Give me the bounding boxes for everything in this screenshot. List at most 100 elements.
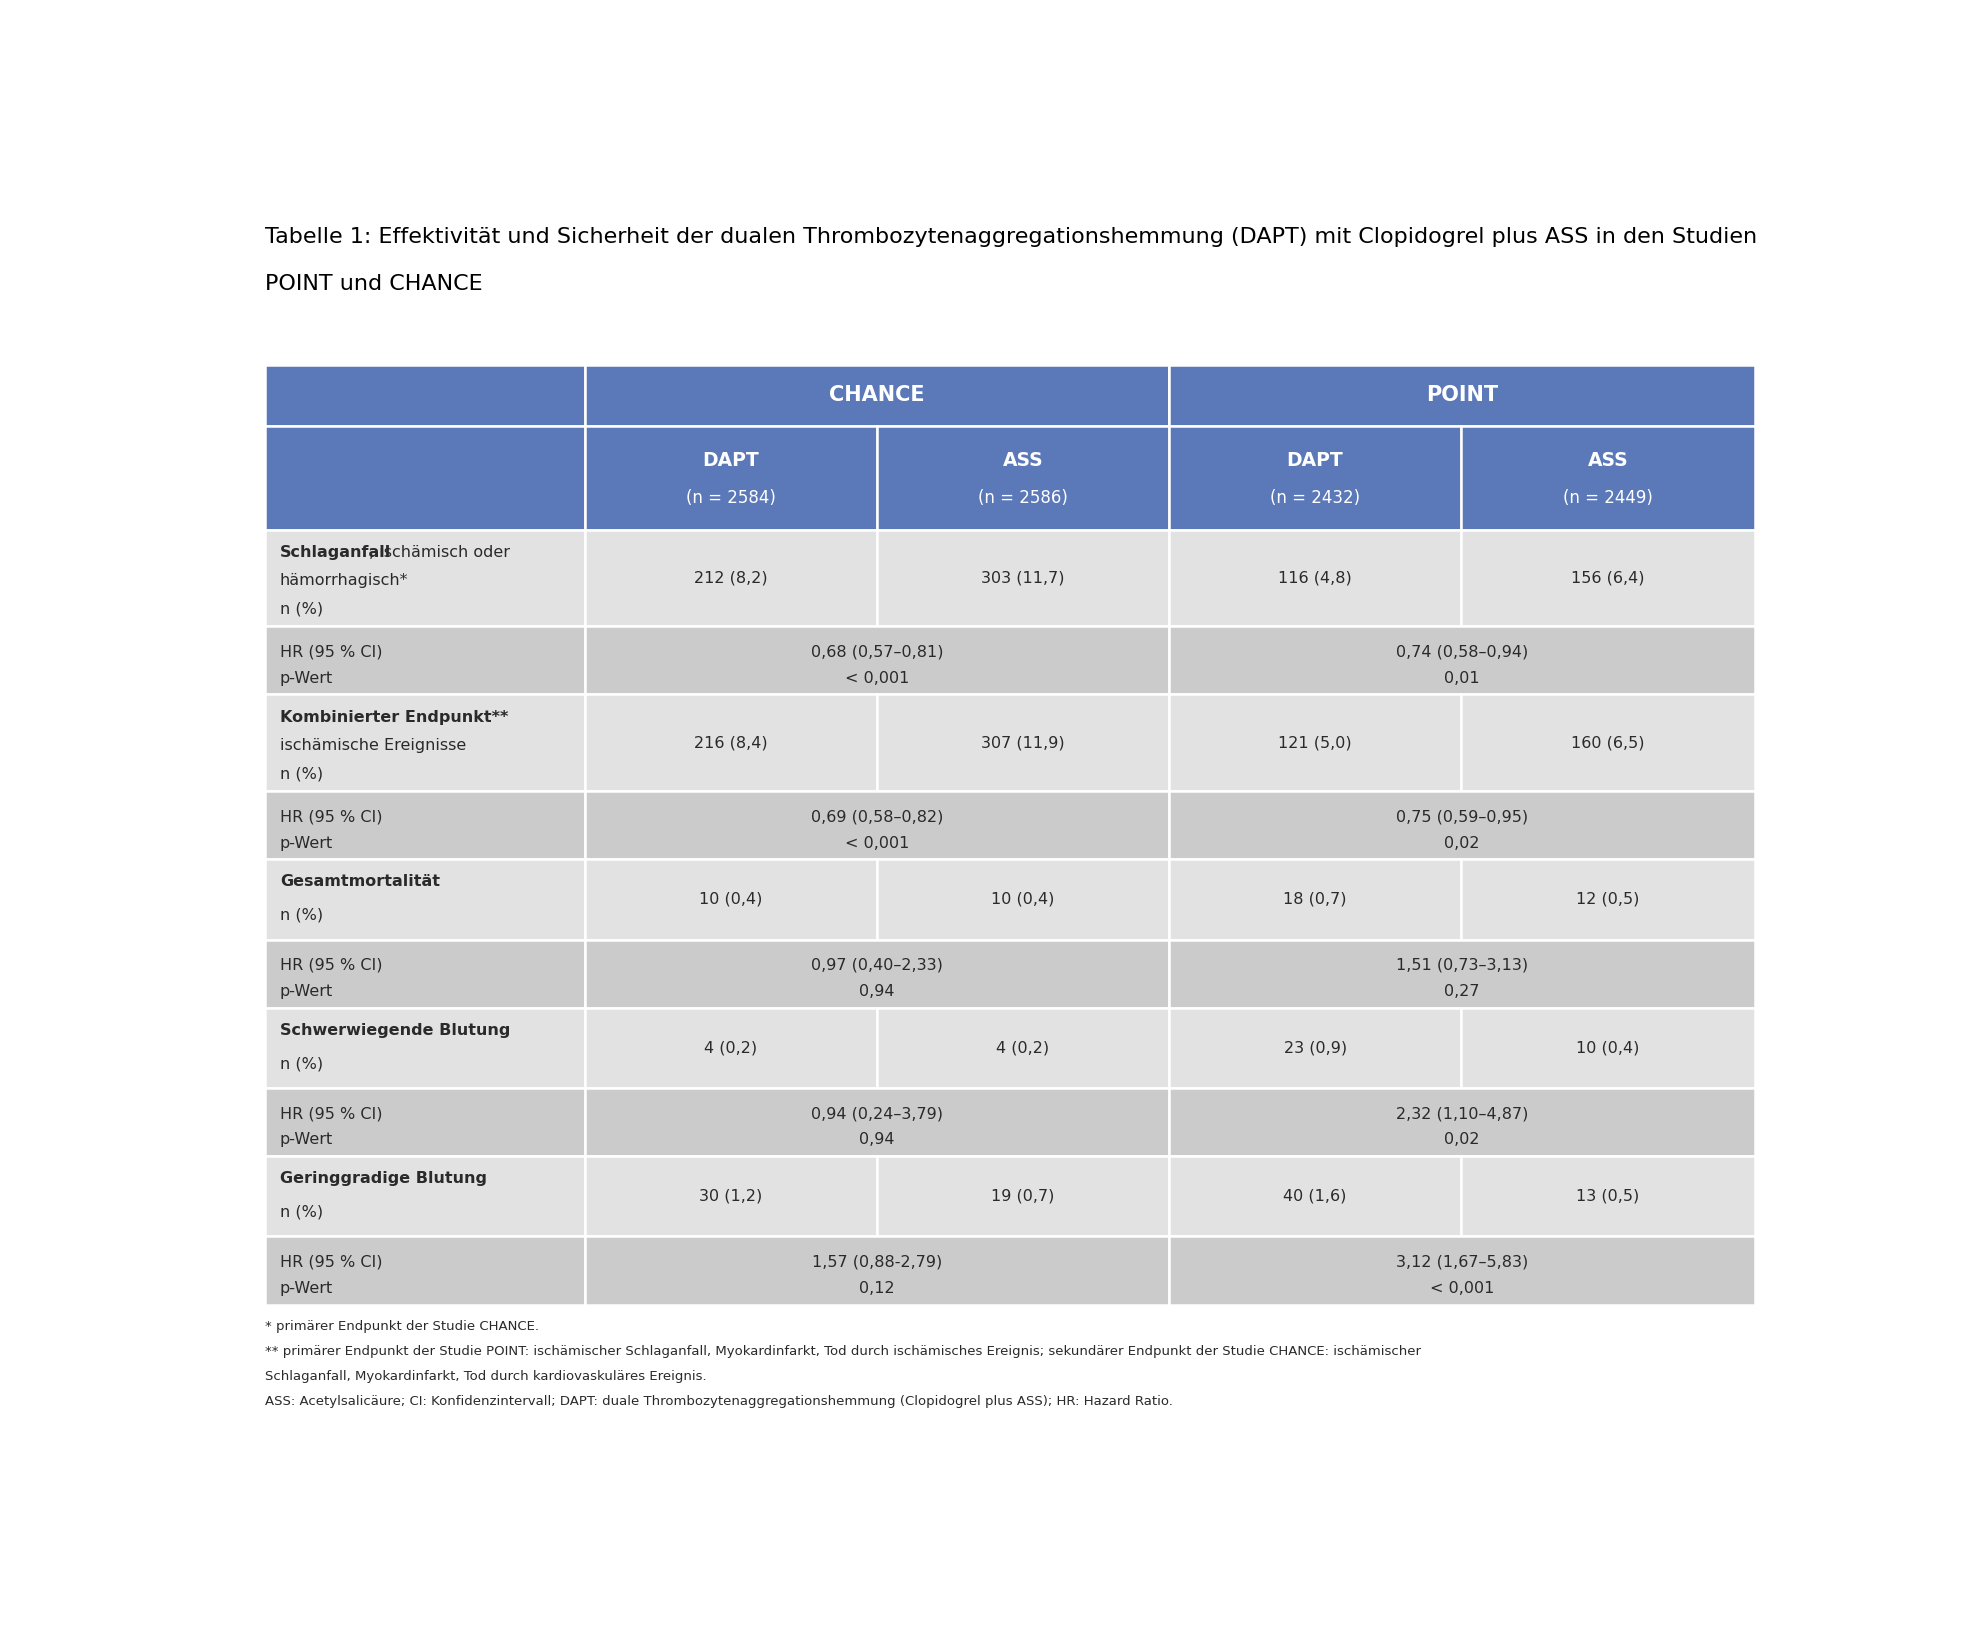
- Text: n (%): n (%): [280, 767, 323, 781]
- Bar: [1168, 1008, 1462, 1088]
- Bar: [264, 529, 585, 627]
- Text: 10 (0,4): 10 (0,4): [1576, 1040, 1639, 1055]
- Bar: [1168, 427, 1462, 529]
- Text: 0,94: 0,94: [859, 983, 894, 1000]
- Bar: [1462, 529, 1755, 627]
- Text: < 0,001: < 0,001: [1430, 1281, 1493, 1296]
- Text: ASS: Acetylsalicäure; CI: Konfidenzintervall; DAPT: duale Thrombozytenaggregatio: ASS: Acetylsalicäure; CI: Konfidenzinter…: [264, 1395, 1172, 1408]
- Text: Schlaganfall, Myokardinfarkt, Tod durch kardiovaskuläres Ereignis.: Schlaganfall, Myokardinfarkt, Tod durch …: [264, 1369, 705, 1382]
- Bar: [264, 1088, 585, 1156]
- Text: n (%): n (%): [280, 908, 323, 923]
- Bar: [264, 427, 585, 529]
- Text: HR (95 % CI): HR (95 % CI): [280, 809, 382, 824]
- Text: 116 (4,8): 116 (4,8): [1279, 570, 1351, 586]
- Bar: [1462, 427, 1755, 529]
- Text: 2,32 (1,10–4,87): 2,32 (1,10–4,87): [1395, 1107, 1529, 1122]
- Bar: [264, 791, 585, 860]
- Text: 3,12 (1,67–5,83): 3,12 (1,67–5,83): [1397, 1255, 1529, 1270]
- Text: 0,75 (0,59–0,95): 0,75 (0,59–0,95): [1397, 809, 1529, 824]
- Text: 1,51 (0,73–3,13): 1,51 (0,73–3,13): [1397, 957, 1529, 974]
- Text: Geringgradige Blutung: Geringgradige Blutung: [280, 1172, 487, 1187]
- Text: 10 (0,4): 10 (0,4): [699, 892, 762, 907]
- Bar: [1168, 695, 1462, 791]
- Text: Schwerwiegende Blutung: Schwerwiegende Blutung: [280, 1022, 510, 1039]
- Bar: [1462, 1008, 1755, 1088]
- Bar: [877, 1008, 1168, 1088]
- Bar: [585, 695, 877, 791]
- Text: 40 (1,6): 40 (1,6): [1282, 1188, 1347, 1203]
- Text: p-Wert: p-Wert: [280, 1281, 333, 1296]
- Bar: [264, 1156, 585, 1236]
- Text: Gesamtmortalität: Gesamtmortalität: [280, 874, 439, 889]
- Text: DAPT: DAPT: [703, 451, 758, 469]
- Text: Kombinierter Endpunkt**: Kombinierter Endpunkt**: [280, 710, 508, 724]
- Bar: [877, 695, 1168, 791]
- Text: 30 (1,2): 30 (1,2): [699, 1188, 762, 1203]
- Bar: [585, 1236, 1168, 1304]
- Text: DAPT: DAPT: [1286, 451, 1344, 469]
- Text: POINT: POINT: [1426, 386, 1497, 405]
- Bar: [585, 427, 877, 529]
- Text: 0,94 (0,24–3,79): 0,94 (0,24–3,79): [812, 1107, 944, 1122]
- Text: 13 (0,5): 13 (0,5): [1576, 1188, 1639, 1203]
- Text: 12 (0,5): 12 (0,5): [1576, 892, 1639, 907]
- Bar: [264, 365, 585, 427]
- Text: 1,57 (0,88-2,79): 1,57 (0,88-2,79): [812, 1255, 942, 1270]
- Bar: [1168, 529, 1462, 627]
- Text: p-Wert: p-Wert: [280, 1133, 333, 1148]
- Bar: [585, 791, 1168, 860]
- Text: 0,68 (0,57–0,81): 0,68 (0,57–0,81): [812, 645, 944, 659]
- Text: 0,94: 0,94: [859, 1133, 894, 1148]
- Text: 18 (0,7): 18 (0,7): [1282, 892, 1347, 907]
- Bar: [1168, 939, 1755, 1008]
- Bar: [585, 860, 877, 939]
- Text: hämorrhagisch*: hämorrhagisch*: [280, 573, 408, 588]
- Bar: [264, 695, 585, 791]
- Text: 0,27: 0,27: [1444, 983, 1479, 1000]
- Bar: [585, 1156, 877, 1236]
- Bar: [1462, 695, 1755, 791]
- Text: (n = 2584): (n = 2584): [686, 490, 776, 508]
- Bar: [264, 627, 585, 695]
- Text: 156 (6,4): 156 (6,4): [1572, 570, 1645, 586]
- Text: < 0,001: < 0,001: [845, 671, 910, 685]
- Text: 19 (0,7): 19 (0,7): [991, 1188, 1054, 1203]
- Text: (n = 2586): (n = 2586): [977, 490, 1068, 508]
- Text: 23 (0,9): 23 (0,9): [1284, 1040, 1347, 1055]
- Text: POINT und CHANCE: POINT und CHANCE: [264, 275, 483, 295]
- Text: Schlaganfall: Schlaganfall: [280, 545, 392, 560]
- Bar: [877, 427, 1168, 529]
- Bar: [1168, 1156, 1462, 1236]
- Bar: [264, 1008, 585, 1088]
- Bar: [264, 860, 585, 939]
- Text: n (%): n (%): [280, 1205, 323, 1219]
- Bar: [1168, 860, 1462, 939]
- Text: 0,97 (0,40–2,33): 0,97 (0,40–2,33): [812, 957, 944, 974]
- Bar: [585, 529, 877, 627]
- Text: Tabelle 1: Effektivität und Sicherheit der dualen Thrombozytenaggregationshemmun: Tabelle 1: Effektivität und Sicherheit d…: [264, 226, 1757, 247]
- Bar: [1168, 627, 1755, 695]
- Bar: [877, 1156, 1168, 1236]
- Bar: [877, 529, 1168, 627]
- Text: * primärer Endpunkt der Studie CHANCE.: * primärer Endpunkt der Studie CHANCE.: [264, 1320, 538, 1333]
- Text: 10 (0,4): 10 (0,4): [991, 892, 1054, 907]
- Bar: [1462, 1156, 1755, 1236]
- Text: CHANCE: CHANCE: [829, 386, 924, 405]
- Text: p-Wert: p-Wert: [280, 835, 333, 850]
- Bar: [1168, 1236, 1755, 1304]
- Text: 212 (8,2): 212 (8,2): [693, 570, 768, 586]
- Bar: [1168, 791, 1755, 860]
- Bar: [585, 1008, 877, 1088]
- Text: , ischämisch oder: , ischämisch oder: [368, 545, 510, 560]
- Text: 0,12: 0,12: [859, 1281, 894, 1296]
- Text: ASS: ASS: [1003, 451, 1044, 469]
- Text: n (%): n (%): [280, 1057, 323, 1071]
- Text: n (%): n (%): [280, 601, 323, 617]
- Text: 4 (0,2): 4 (0,2): [705, 1040, 758, 1055]
- Text: 0,69 (0,58–0,82): 0,69 (0,58–0,82): [812, 809, 944, 824]
- Text: 0,02: 0,02: [1444, 835, 1479, 850]
- Text: HR (95 % CI): HR (95 % CI): [280, 645, 382, 659]
- Text: 307 (11,9): 307 (11,9): [981, 736, 1066, 751]
- Text: HR (95 % CI): HR (95 % CI): [280, 1107, 382, 1122]
- Bar: [585, 1088, 1168, 1156]
